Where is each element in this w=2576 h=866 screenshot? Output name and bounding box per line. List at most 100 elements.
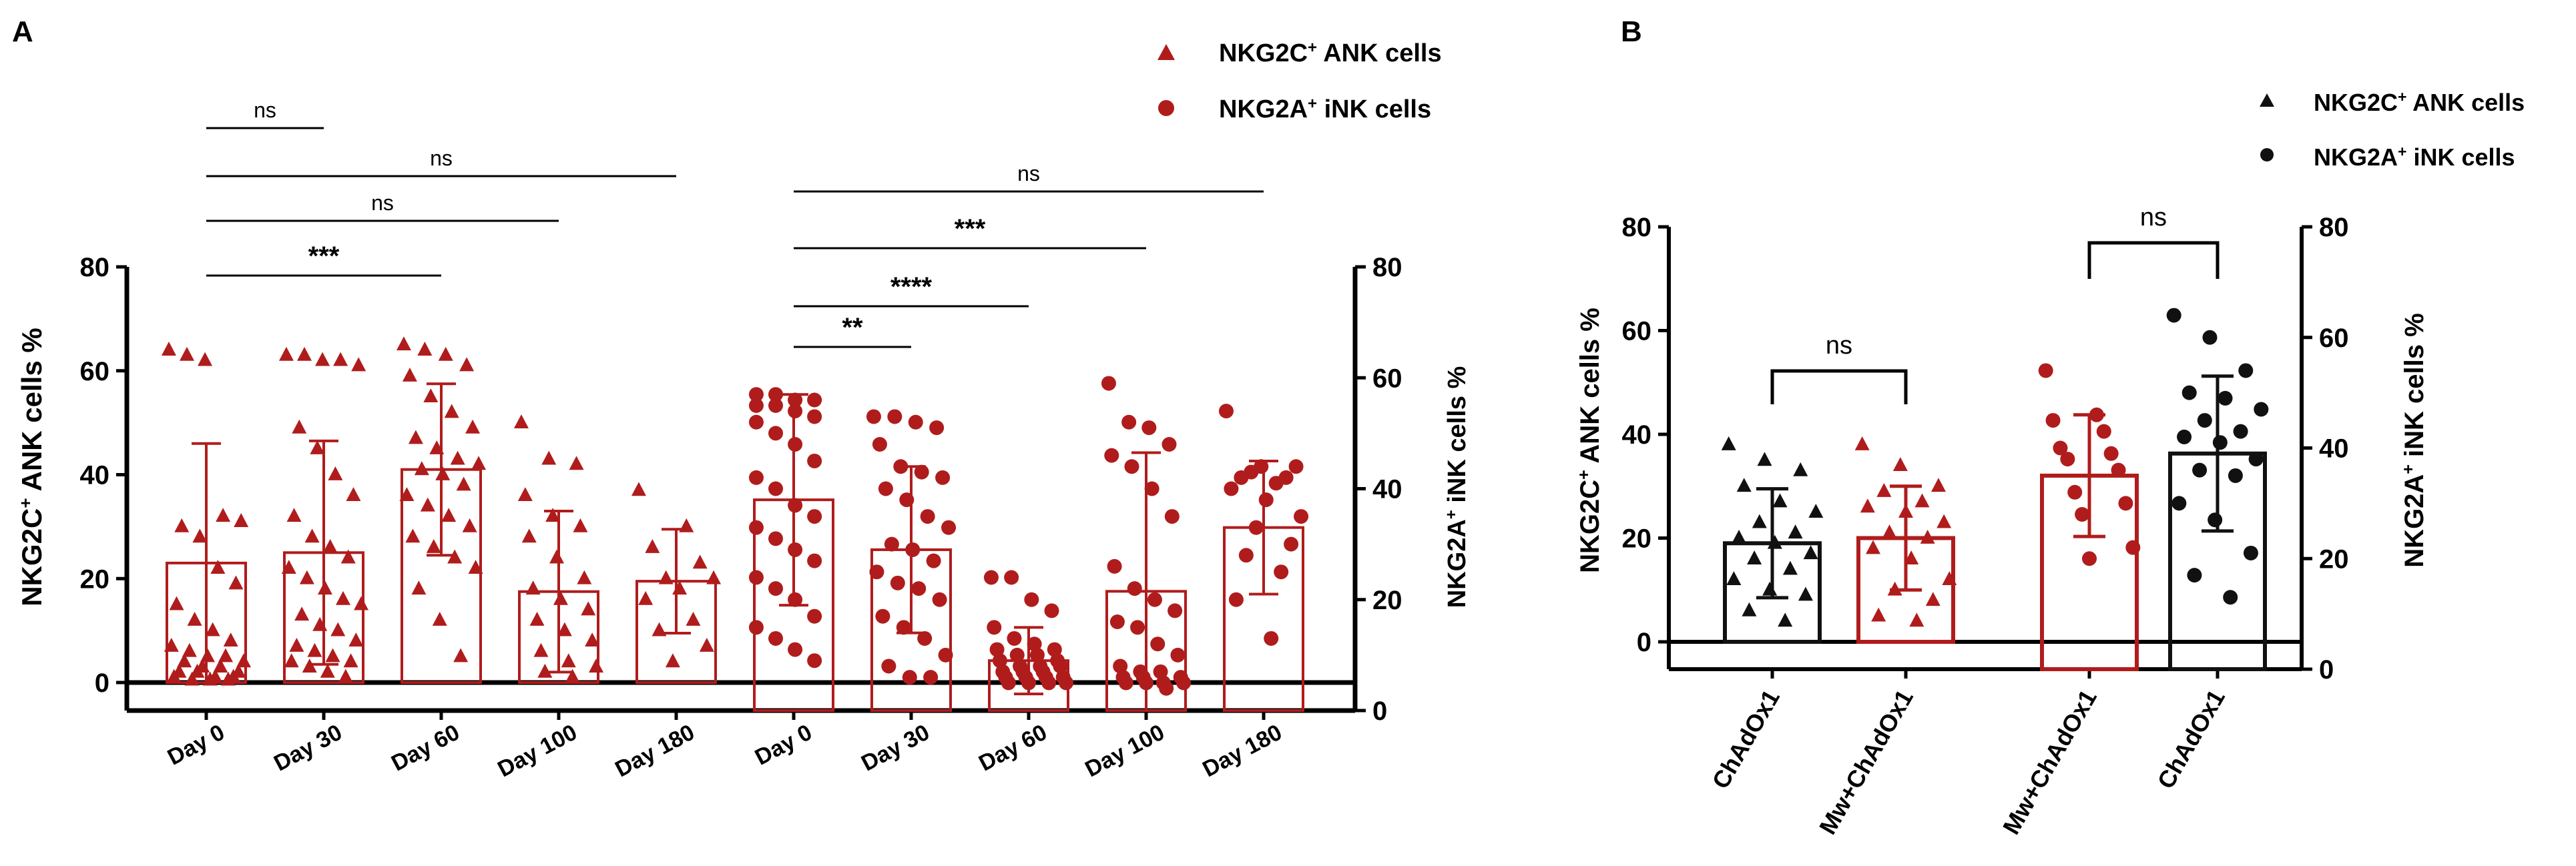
panel-a-point-triangle (557, 622, 572, 636)
panel-a-point-circle (869, 564, 884, 580)
panel-a-point-circle (788, 592, 803, 607)
panel-a-point-circle (914, 464, 929, 480)
panel-a-point-triangle (299, 570, 314, 584)
panel-b-point-circle (2233, 424, 2248, 439)
panel-b-point-circle (2045, 413, 2061, 428)
panel-b-point-circle (2171, 496, 2187, 511)
panel-b-x-tick-label: Mw+ChAdOx1 (1997, 685, 2102, 839)
panel-a-point-circle (1234, 470, 1249, 485)
panel-a-point-circle (1238, 548, 1254, 563)
panel-a-point-triangle (281, 560, 296, 574)
panel-a-left-tick-label: 20 (80, 564, 110, 594)
panel-a-point-triangle (450, 450, 465, 465)
panel-a-point-triangle (278, 346, 294, 361)
panel-b-point-triangle (1909, 612, 1924, 627)
panel-a-point-triangle (533, 642, 549, 657)
panel-a-point-circle (1113, 659, 1128, 674)
panel-a-point-circle (748, 414, 764, 430)
panel-a-point-circle (768, 531, 784, 546)
panel-a-point-triangle (405, 528, 421, 543)
panel-a-point-circle (1059, 675, 1074, 691)
panel-a-point-circle (1029, 647, 1045, 663)
panel-a-point-triangle (453, 648, 469, 663)
panel-b-point-triangle (1803, 545, 1818, 560)
panel-a-point-triangle (402, 367, 417, 382)
panel-a-point-triangle (310, 440, 325, 454)
panel-a-significance-label: ns (371, 191, 394, 215)
panel-b-significance-bracket (1770, 369, 1908, 404)
panel-a-point-triangle (658, 570, 674, 584)
panel-b-point-triangle (1757, 452, 1772, 466)
panel-b-right-tick-label: 40 (2319, 434, 2349, 464)
panel-a-point-circle (1258, 492, 1274, 508)
panel-a-point-circle (923, 670, 939, 685)
panel-a-point-triangle (234, 513, 249, 527)
panel-a-point-circle (807, 453, 822, 468)
panel-a-left-tick-label: 40 (80, 461, 110, 490)
panel-a-point-circle (1141, 420, 1157, 436)
panel-a-point-triangle (699, 637, 714, 652)
panel-b-point-triangle (1721, 436, 1736, 450)
panel-a-right-tick-label: 80 (1372, 253, 1402, 282)
panel-a-x-tick-label: Day 60 (975, 720, 1051, 777)
panel-a-legend: NKG2C+ ANK cells NKG2A+ iNK cells (1157, 39, 1442, 124)
panel-a-point-circle (1007, 630, 1022, 646)
panel-b-point-triangle (1778, 612, 1793, 627)
panel-a-point-triangle (521, 528, 537, 543)
panel-a-point-circle (788, 437, 803, 452)
panel-a-point-circle (1047, 642, 1062, 657)
panel-a-point-triangle (638, 590, 654, 605)
panel-a-point-circle (768, 398, 784, 413)
panel-b-point-circle (2075, 506, 2090, 522)
panel-a-point-triangle (297, 346, 312, 361)
legend-circle-icon (2260, 148, 2274, 161)
panel-a-point-circle (1130, 620, 1145, 635)
panel-a-significance-label: **** (890, 272, 933, 302)
panel-b-right-tick-label: 80 (2319, 213, 2349, 242)
panel-b-point-triangle (1866, 540, 1881, 554)
panel-b-point-triangle (1892, 457, 1908, 472)
panel-a-point-triangle (525, 580, 541, 595)
panel-a-point-circle (878, 481, 893, 496)
panel-a-point-circle (807, 509, 822, 524)
panel-b-point-circle (2192, 462, 2208, 478)
panel-a-ylabel-right: NKG2A+ iNK cells % (1443, 366, 1472, 608)
panel-b-point-triangle (1904, 550, 1919, 564)
panel-a-legend-ink: NKG2A+ iNK cells (1219, 95, 1431, 124)
panel-a-point-circle (748, 620, 764, 635)
panel-a-ylabel-left: NKG2C+ ANK cells % (15, 328, 47, 606)
panel-b-point-circle (2254, 402, 2269, 417)
panel-a-point-triangle (631, 482, 646, 496)
panel-a-point-circle (768, 630, 784, 646)
panel-a-point-triangle (192, 528, 208, 543)
panel-a-point-triangle (338, 669, 353, 683)
panel-a-point-circle (1228, 592, 1244, 607)
panel-a-point-triangle (284, 653, 299, 668)
panel-a-point-triangle (444, 404, 459, 418)
panel-a-point-circle (1153, 664, 1168, 679)
panel-a-left-tick-label: 80 (80, 253, 110, 282)
panel-a-point-circle (989, 642, 1005, 657)
panel-a-point-triangle (541, 450, 557, 465)
panel-a-point-circle (987, 620, 1002, 635)
panel-b-point-circle (2202, 330, 2218, 345)
panel-a-point-triangle (304, 528, 320, 543)
panel-b-point-circle (2038, 363, 2053, 378)
panel-a-point-circle (1027, 636, 1042, 652)
panel-a-point-triangle (553, 590, 568, 605)
panel-b-right-tick-label: 20 (2319, 544, 2349, 574)
panel-a-point-triangle (182, 642, 197, 657)
panel-b-point-triangle (1732, 529, 1747, 544)
panel-b-point-circle (2177, 429, 2192, 444)
panel-b-point-circle (2053, 440, 2068, 456)
panel-a-point-circle (911, 581, 927, 596)
panel-a-point-triangle (456, 476, 471, 491)
panel-a-point-circle (748, 387, 764, 402)
panel-a-point-triangle (420, 497, 435, 512)
panel-b-point-triangle (1854, 436, 1870, 450)
legend-circle-icon (1158, 100, 1174, 116)
panel-a-significance-label: ns (1017, 161, 1040, 185)
panel-a-point-circle (1124, 459, 1139, 474)
panel-a-point-circle (1224, 481, 1239, 496)
